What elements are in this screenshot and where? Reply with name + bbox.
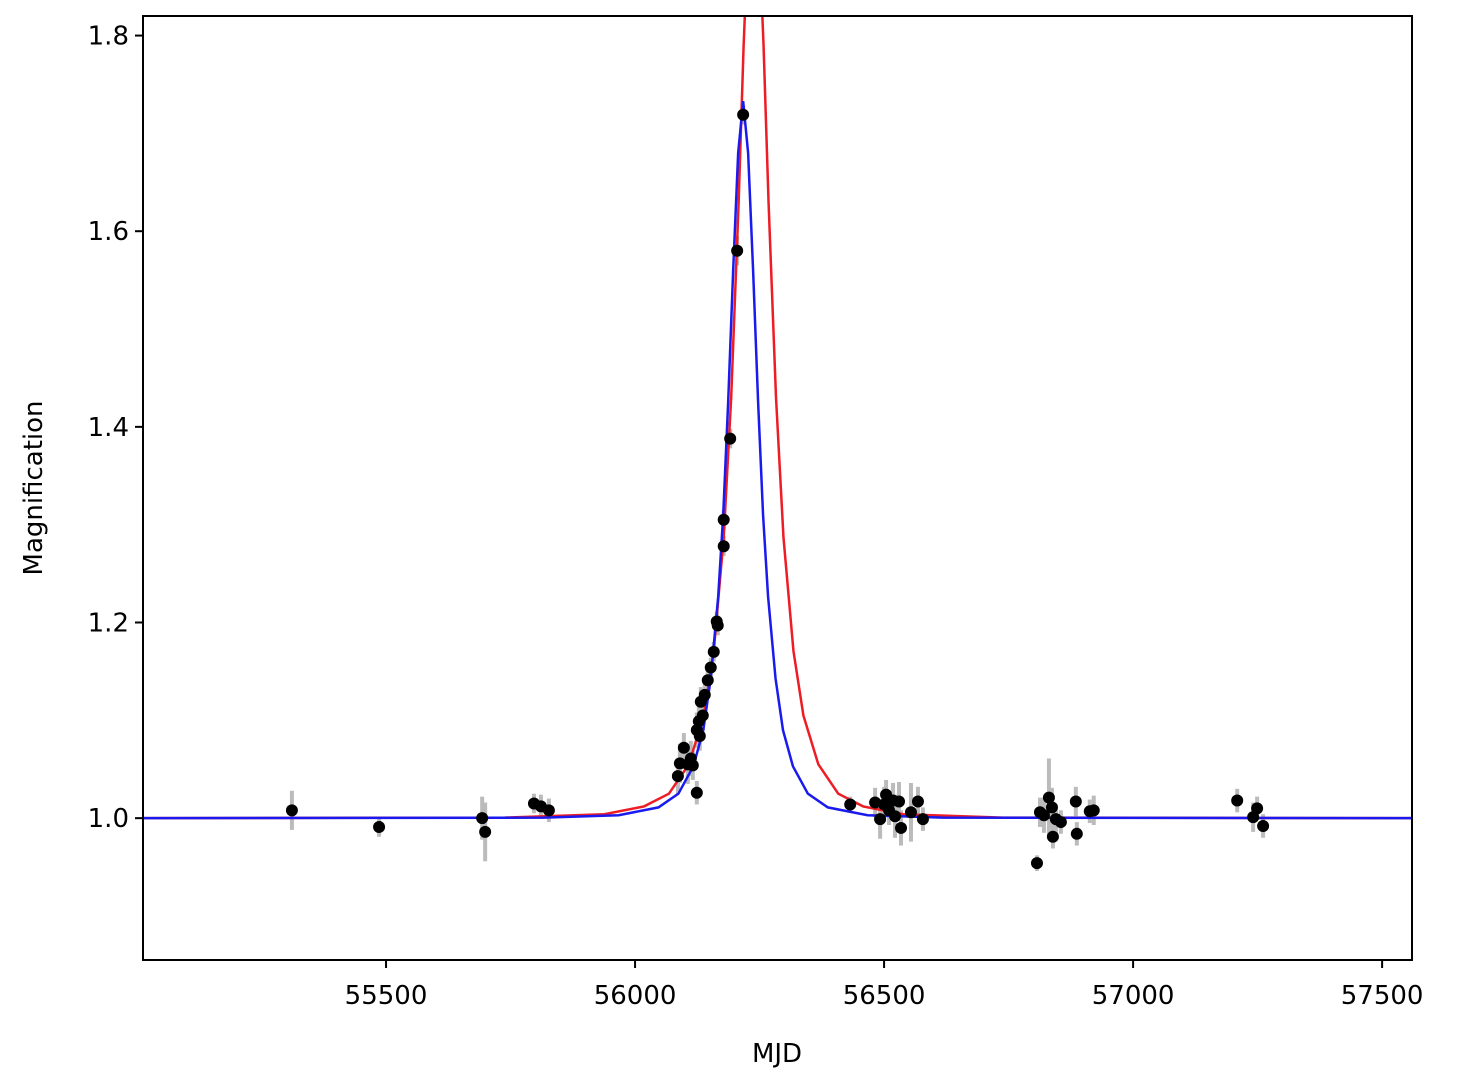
data-point [707,645,720,658]
y-axis-label: Magnification [19,401,49,576]
axes-frame [142,15,1413,961]
y-tick-label: 1.8 [88,22,129,52]
model-curve [143,16,1412,820]
data-point [686,759,699,772]
x-tick-label: 55500 [345,981,428,1011]
data-point [1257,819,1270,832]
data-point [724,432,737,445]
x-tick-label: 57000 [1092,981,1175,1011]
data-point [911,795,924,808]
y-tick-label: 1.6 [88,217,129,247]
data-point [373,820,386,833]
x-tick-label: 56500 [843,981,926,1011]
data-point [701,674,714,687]
data-point [698,688,711,701]
data-point [889,810,902,823]
data-point [476,812,489,825]
data-point [711,619,724,632]
data-point [677,741,690,754]
data-point [731,244,744,257]
data-point [1231,794,1244,807]
data-point [690,786,703,799]
data-point [874,813,887,826]
data-point [696,709,709,722]
x-axis-label: MJD [752,1039,802,1069]
data-point [844,798,857,811]
data-point [671,770,684,783]
data-point [904,806,917,819]
y-tick-label: 1.2 [88,609,129,639]
model-curve [143,100,1412,820]
data-point [869,796,882,809]
y-tick-label: 1.0 [88,804,129,834]
data-point [285,804,298,817]
data-point [1045,801,1058,814]
y-tick-label: 1.4 [88,413,129,443]
data-point [1087,804,1100,817]
data-point [895,821,908,834]
data-point [1251,802,1264,815]
data-point [542,804,555,817]
data-point [717,540,730,553]
data-point [717,513,730,526]
data-point [1070,827,1083,840]
data-point [693,729,706,742]
data-point [1069,795,1082,808]
data-point [893,795,906,808]
data-point [1037,809,1050,822]
data-point [916,813,929,826]
data-point [479,825,492,838]
data-point [1046,830,1059,843]
data-point [1054,816,1067,829]
data-point [704,661,717,674]
x-tick-label: 56000 [594,981,677,1011]
x-tick-label: 57500 [1341,981,1424,1011]
data-point [737,108,750,121]
data-point [1042,791,1055,804]
plot-area [143,16,1412,871]
data-point [1030,857,1043,870]
